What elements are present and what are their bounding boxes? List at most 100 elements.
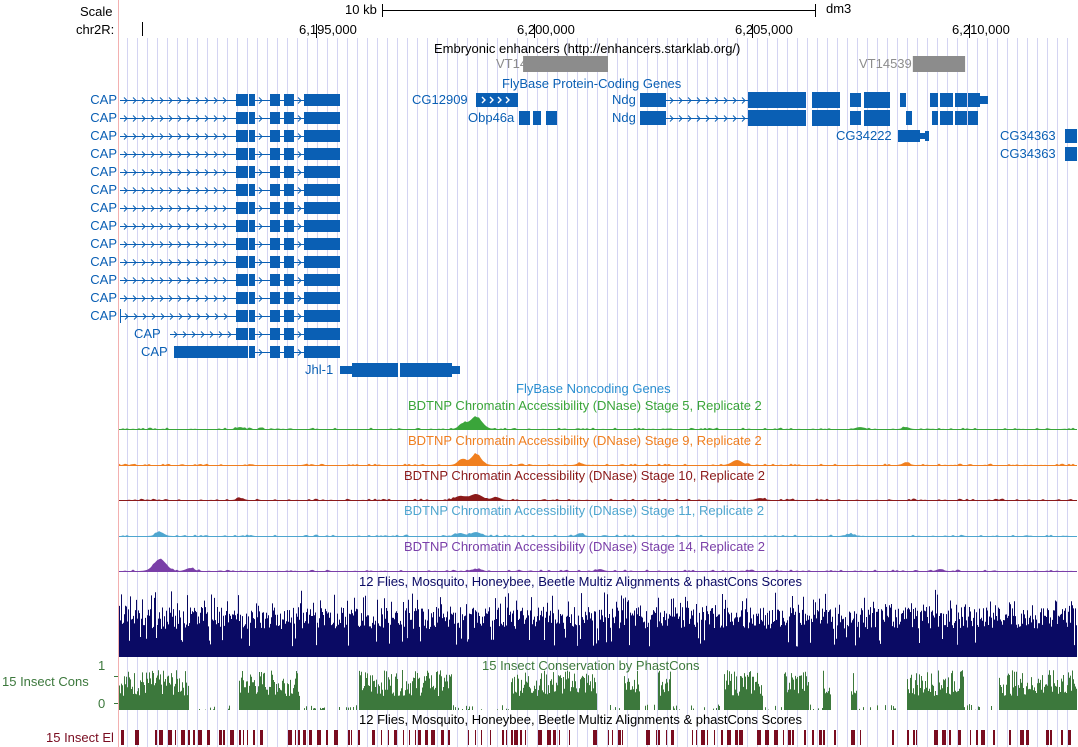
strand-arrow xyxy=(297,151,302,158)
gene-exon xyxy=(284,274,294,286)
phastcons-max-label: 1 xyxy=(98,658,106,673)
enhancer-label[interactable]: VT14536 xyxy=(496,56,549,71)
gene-label-cap[interactable]: CAP xyxy=(90,218,117,233)
multiz-track-title[interactable]: 12 Flies, Mosquito, Honeybee, Beetle Mul… xyxy=(359,574,802,589)
gene-exon xyxy=(900,93,906,107)
gene-exon xyxy=(640,93,666,107)
strand-arrow xyxy=(213,97,218,104)
gene-label-cap[interactable]: CAP xyxy=(90,164,117,179)
gene-label-cap[interactable]: CAP xyxy=(90,290,117,305)
strand-arrow xyxy=(168,205,173,212)
strand-arrow xyxy=(124,313,129,320)
strand-arrow xyxy=(222,115,227,122)
elements-track-title[interactable]: 12 Flies, Mosquito, Honeybee, Beetle Mul… xyxy=(359,712,802,727)
dnase-stage5-title[interactable]: BDTNP Chromatin Accessibility (DNase) St… xyxy=(408,398,762,413)
gene-exon xyxy=(940,93,953,107)
gene-exon xyxy=(812,92,840,108)
strand-arrow xyxy=(141,295,146,302)
strand-arrow xyxy=(195,241,200,248)
strand-arrow xyxy=(168,115,173,122)
gene-label-cap[interactable]: CAP xyxy=(90,182,117,197)
gene-label-cap[interactable]: CAP xyxy=(134,326,161,341)
gene-exon xyxy=(249,184,255,196)
strand-arrow xyxy=(150,169,155,176)
strand-arrow xyxy=(195,187,200,194)
strand-arrow xyxy=(142,313,147,320)
ruler-tick-label: 6,205,000 xyxy=(735,22,793,37)
strand-arrow xyxy=(204,115,209,122)
strand-arrow xyxy=(696,97,701,104)
strand-arrow xyxy=(204,241,209,248)
flybase-noncoding-track-title[interactable]: FlyBase Noncoding Genes xyxy=(516,381,671,396)
strand-arrow xyxy=(159,187,164,194)
gene-label-cg34222[interactable]: CG34222 xyxy=(836,128,892,143)
gene-label-cap[interactable]: CAP xyxy=(90,236,117,251)
strand-arrow xyxy=(204,151,209,158)
gene-exon xyxy=(236,238,248,250)
gene-exon xyxy=(236,274,248,286)
gene-exon xyxy=(249,328,255,340)
elements-side-label[interactable]: 15 Insect El xyxy=(46,730,114,745)
strand-arrow xyxy=(669,115,674,122)
gene-label-cg12909[interactable]: CG12909 xyxy=(412,92,468,107)
enhancers-track-title[interactable]: Embryonic enhancers (http://enhancers.st… xyxy=(434,41,741,56)
strand-arrow xyxy=(141,205,146,212)
strand-arrow xyxy=(132,187,137,194)
strand-arrow xyxy=(258,97,263,104)
gene-exon xyxy=(304,202,340,214)
gene-label-ndg[interactable]: Ndg xyxy=(612,110,636,125)
dnase-stage14-title[interactable]: BDTNP Chromatin Accessibility (DNase) St… xyxy=(404,539,766,554)
strand-arrow xyxy=(133,313,138,320)
strand-arrow xyxy=(196,313,201,320)
gene-exon xyxy=(930,93,938,107)
gene-exon xyxy=(249,292,255,304)
gene-exon xyxy=(284,292,294,304)
gene-label-cg34363[interactable]: CG34363 xyxy=(1000,128,1056,143)
dnase-stage11-title[interactable]: BDTNP Chromatin Accessibility (DNase) St… xyxy=(404,503,765,518)
gene-label-cap[interactable]: CAP xyxy=(90,92,117,107)
gene-label-cg34363[interactable]: CG34363 xyxy=(1000,146,1056,161)
strand-arrow xyxy=(204,223,209,230)
gene-label-cap[interactable]: CAP xyxy=(90,308,117,323)
gene-exon xyxy=(249,94,255,106)
strand-arrow xyxy=(741,115,746,122)
gene-label-cap[interactable]: CAP xyxy=(90,110,117,125)
dnase-stage9-title[interactable]: BDTNP Chromatin Accessibility (DNase) St… xyxy=(408,433,762,448)
enhancer-block xyxy=(912,56,966,72)
gene-label-cap[interactable]: CAP xyxy=(90,128,117,143)
strand-arrow xyxy=(213,277,218,284)
gene-label-jhl1[interactable]: Jhl-1 xyxy=(305,362,334,377)
strand-arrow xyxy=(186,187,191,194)
gene-label-obp46a[interactable]: Obp46a xyxy=(468,110,515,125)
strand-arrow xyxy=(222,97,227,104)
gene-label-cap[interactable]: CAP xyxy=(90,272,117,287)
gene-exon xyxy=(864,110,890,126)
gene-label-cap[interactable]: CAP xyxy=(90,200,117,215)
strand-arrow xyxy=(297,241,302,248)
strand-arrow xyxy=(204,205,209,212)
flybase-coding-track-title[interactable]: FlyBase Protein-Coding Genes xyxy=(502,76,682,91)
gene-label-cap[interactable]: CAP xyxy=(141,344,168,359)
gene-label-cap[interactable]: CAP xyxy=(90,146,117,161)
gene-exon xyxy=(770,110,806,126)
phastcons-side-label[interactable]: 15 Insect Cons xyxy=(2,674,89,689)
strand-arrow xyxy=(705,115,710,122)
strand-arrow xyxy=(132,277,137,284)
strand-arrow xyxy=(195,133,200,140)
strand-arrow xyxy=(168,277,173,284)
gene-exon xyxy=(249,256,255,268)
gene-label-cap[interactable]: CAP xyxy=(90,254,117,269)
gene-exon xyxy=(249,202,255,214)
phastcons-track-title[interactable]: 15 Insect Conservation by PhastCons xyxy=(482,658,700,673)
gene-exon xyxy=(850,93,861,107)
gene-exon xyxy=(284,94,294,106)
enhancer-label[interactable]: VT14539 xyxy=(859,56,912,71)
gene-exon xyxy=(284,328,294,340)
strand-arrow xyxy=(159,223,164,230)
dnase-stage10-title[interactable]: BDTNP Chromatin Accessibility (DNase) St… xyxy=(404,468,766,483)
strand-arrow xyxy=(678,97,683,104)
gene-label-ndg[interactable]: Ndg xyxy=(612,92,636,107)
gene-exon xyxy=(284,310,294,322)
ruler-tick-label: 6,210,000 xyxy=(952,22,1010,37)
